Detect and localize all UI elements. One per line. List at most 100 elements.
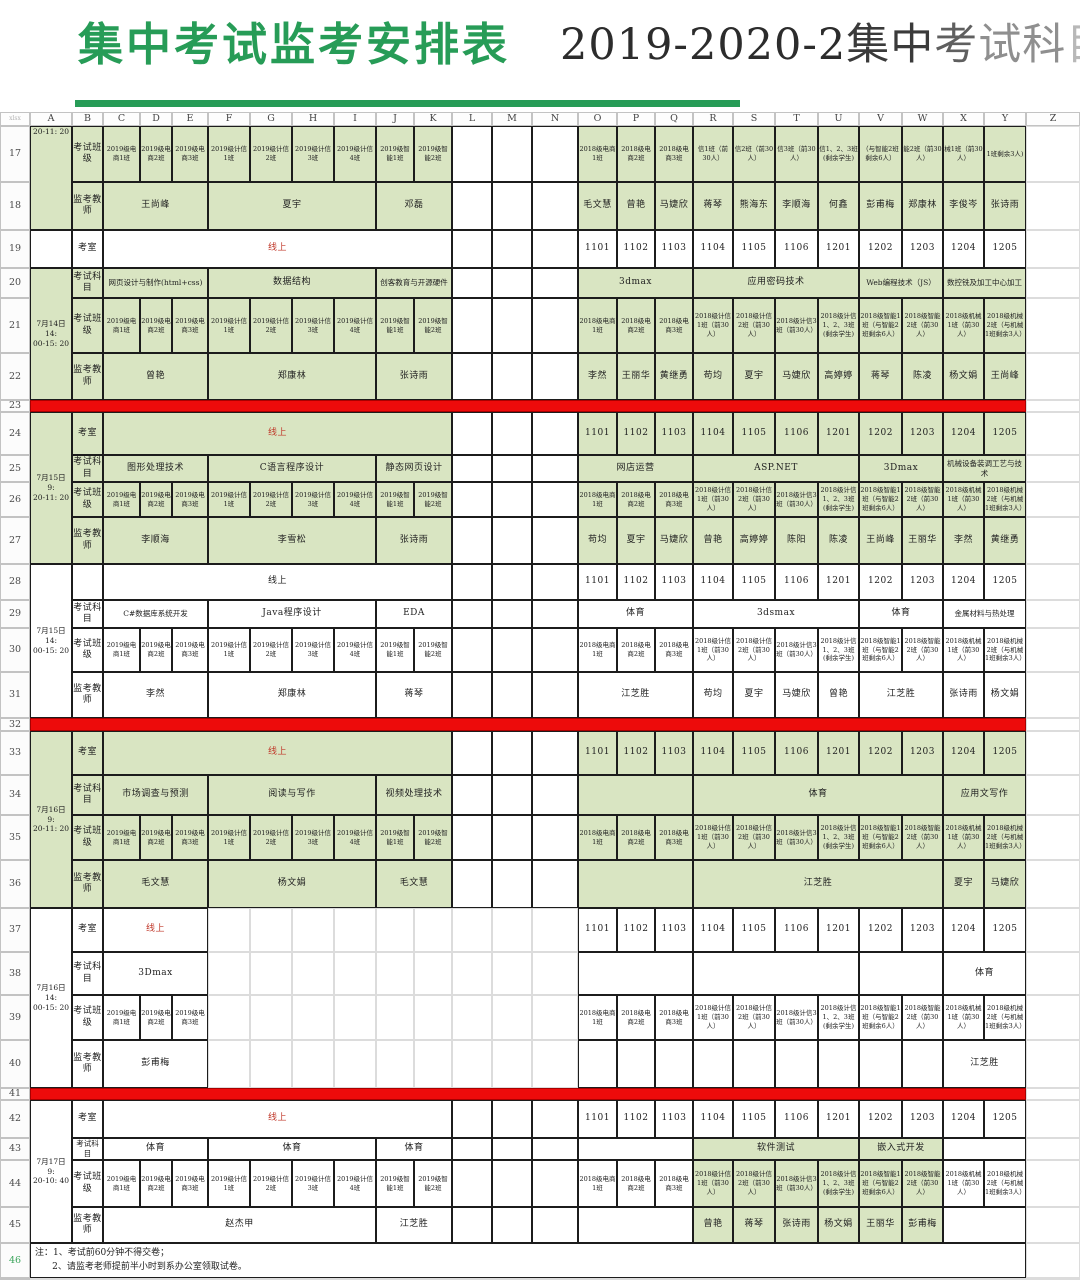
cell-Z37[interactable] [1026, 908, 1080, 952]
cell-O18[interactable]: 毛文慧 [578, 182, 617, 230]
cell-W40[interactable] [902, 1040, 943, 1088]
cell-U22[interactable]: 高婷婷 [818, 353, 859, 400]
cell-I38[interactable] [334, 952, 376, 995]
cell-G35[interactable]: 2019级计信2班 [250, 815, 292, 860]
col-header-D[interactable]: D [140, 112, 172, 126]
cell-R24[interactable]: 1104 [693, 412, 733, 455]
cell-L21[interactable] [452, 298, 492, 353]
cell-N17[interactable] [532, 126, 578, 182]
cell-W28[interactable]: 1203 [902, 564, 943, 600]
cell-B28[interactable] [72, 564, 103, 600]
cell-B26[interactable]: 考试班级 [72, 482, 103, 517]
cell-S17[interactable]: 信2班（前30人） [733, 126, 775, 182]
cell-F26[interactable]: 2019级计信1班 [208, 482, 250, 517]
cell-Q40[interactable] [655, 1040, 693, 1088]
cell-U42[interactable]: 1201 [818, 1100, 859, 1138]
cell-Z31[interactable] [1026, 672, 1080, 718]
col-header-I[interactable]: I [334, 112, 376, 126]
row-header-32[interactable]: 32 [0, 718, 30, 731]
cell-B29[interactable]: 考试科目 [72, 600, 103, 628]
cell-X24[interactable]: 1204 [943, 412, 984, 455]
row-header-28[interactable]: 28 [0, 564, 30, 600]
col-header-A[interactable]: A [30, 112, 72, 126]
cell-X17[interactable]: 械1班（前30人） [943, 126, 984, 182]
cell-B19[interactable]: 考室 [72, 230, 103, 268]
cell-O22[interactable]: 李然 [578, 353, 617, 400]
cell-F34[interactable]: 阅读与写作 [208, 775, 376, 815]
cell-M19[interactable] [492, 230, 532, 268]
cell-I26[interactable]: 2019级计信4班 [334, 482, 376, 517]
cell-M28[interactable] [492, 564, 532, 600]
col-header-N[interactable]: N [532, 112, 578, 126]
cell-B22[interactable]: 监考教师 [72, 353, 103, 400]
col-header-X[interactable]: X [943, 112, 984, 126]
cell-G21[interactable]: 2019级计信2班 [250, 298, 292, 353]
cell-G30[interactable]: 2019级计信2班 [250, 628, 292, 672]
cell-V18[interactable]: 彭甫梅 [859, 182, 902, 230]
cell-W42[interactable]: 1203 [902, 1100, 943, 1138]
cell-U17[interactable]: 信1、2、3班(剩余学生) [818, 126, 859, 182]
cell-L24[interactable] [452, 412, 492, 455]
cell-P42[interactable]: 1102 [617, 1100, 655, 1138]
cell-A20[interactable]: 7月14日 14: 00-15: 20 [30, 268, 72, 400]
row-header-42[interactable]: 42 [0, 1100, 30, 1138]
cell-Q37[interactable]: 1103 [655, 908, 693, 952]
cell-P44[interactable]: 2018级电商2班 [617, 1160, 655, 1207]
cell-H38[interactable] [292, 952, 334, 995]
cell-W19[interactable]: 1203 [902, 230, 943, 268]
cell-J29[interactable]: EDA [376, 600, 452, 628]
cell-B31[interactable]: 监考教师 [72, 672, 103, 718]
cell-Y42[interactable]: 1205 [984, 1100, 1026, 1138]
cell-Y37[interactable]: 1205 [984, 908, 1026, 952]
cell-R40[interactable] [693, 1040, 733, 1088]
row-header-21[interactable]: 21 [0, 298, 30, 353]
cell-L39[interactable] [452, 995, 492, 1040]
cell-Y28[interactable]: 1205 [984, 564, 1026, 600]
cell-R21[interactable]: 2018级计信1班（前30人） [693, 298, 733, 353]
cell-P18[interactable]: 曾艳 [617, 182, 655, 230]
cell-B35[interactable]: 考试班级 [72, 815, 103, 860]
cell-Z29[interactable] [1026, 600, 1080, 628]
cell-F35[interactable]: 2019级计信1班 [208, 815, 250, 860]
cell-S44[interactable]: 2018级计信2班（前30人） [733, 1160, 775, 1207]
cell-W35[interactable]: 2018级智能2班（前30人） [902, 815, 943, 860]
cell-I37[interactable] [334, 908, 376, 952]
cell-C39[interactable]: 2019级电商1班 [103, 995, 140, 1040]
cell-Z24[interactable] [1026, 412, 1080, 455]
cell-H39[interactable] [292, 995, 334, 1040]
row-header-30[interactable]: 30 [0, 628, 30, 672]
cell-U21[interactable]: 2018级计信1、2、3班(剩余学生) [818, 298, 859, 353]
cell-B45[interactable]: 监考教师 [72, 1207, 103, 1243]
cell-R27[interactable]: 曾艳 [693, 517, 733, 564]
cell-B17[interactable]: 考试班级 [72, 126, 103, 182]
cell-Y26[interactable]: 2018级机械2班（与机械1班剩余3人） [984, 482, 1026, 517]
col-header-S[interactable]: S [733, 112, 775, 126]
cell-X36[interactable]: 夏宇 [943, 860, 984, 908]
cell-L44[interactable] [452, 1160, 492, 1207]
cell-P30[interactable]: 2018级电商2班 [617, 628, 655, 672]
cell-E35[interactable]: 2019级电商3班 [172, 815, 208, 860]
cell-E30[interactable]: 2019级电商3班 [172, 628, 208, 672]
row-header-38[interactable]: 38 [0, 952, 30, 995]
cell-S26[interactable]: 2018级计信2班（前30人） [733, 482, 775, 517]
cell-I44[interactable]: 2019级计信4班 [334, 1160, 376, 1207]
cell-E39[interactable]: 2019级电商3班 [172, 995, 208, 1040]
cell-Z19[interactable] [1026, 230, 1080, 268]
cell-F30[interactable]: 2019级计信1班 [208, 628, 250, 672]
cell-A42[interactable]: 7月17日 9: 20-10: 40 [30, 1100, 72, 1243]
cell-W44[interactable]: 2018级智能2班（前30人） [902, 1160, 943, 1207]
cell-P17[interactable]: 2018级电商2班 [617, 126, 655, 182]
cell-C30[interactable]: 2019级电商1班 [103, 628, 140, 672]
cell-J17[interactable]: 2019级智能1班 [376, 126, 414, 182]
col-header-G[interactable]: G [250, 112, 292, 126]
cell-L31[interactable] [452, 672, 492, 718]
cell-L22[interactable] [452, 353, 492, 400]
cell-B33[interactable]: 考室 [72, 731, 103, 775]
cell-V25[interactable]: 3Dmax [859, 455, 943, 482]
cell-B34[interactable]: 考试科目 [72, 775, 103, 815]
cell-B21[interactable]: 考试班级 [72, 298, 103, 353]
cell-X37[interactable]: 1204 [943, 908, 984, 952]
cell-I21[interactable]: 2019级计信4班 [334, 298, 376, 353]
cell-J30[interactable]: 2019级智能1班 [376, 628, 414, 672]
cell-V31[interactable]: 江芝胜 [859, 672, 943, 718]
